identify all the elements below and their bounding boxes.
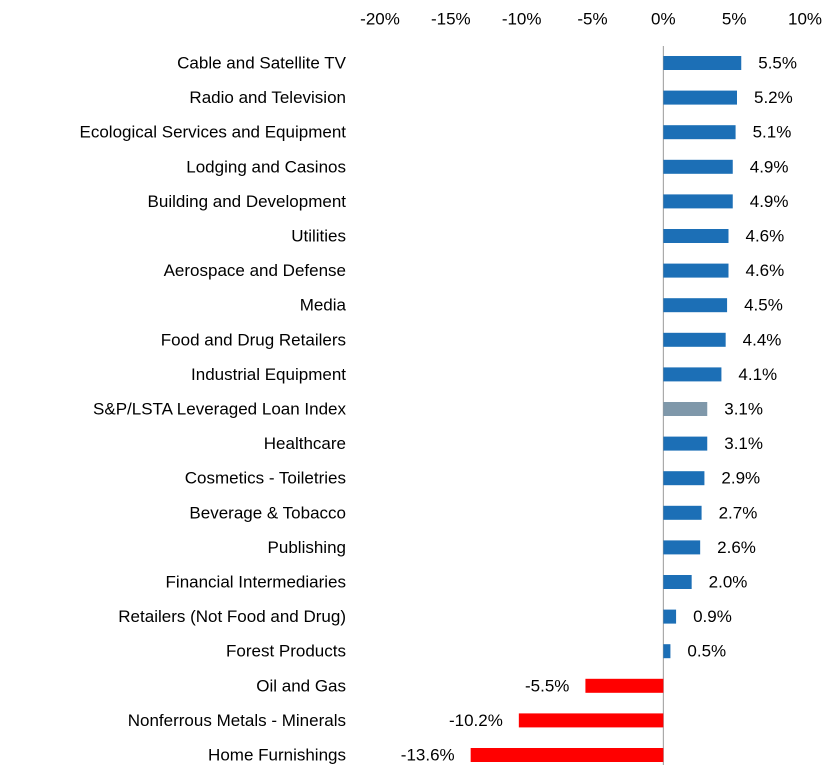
value-label: 3.1% [724, 399, 763, 418]
x-tick-label: 5% [722, 9, 747, 28]
bar [663, 436, 708, 451]
value-label: 5.1% [753, 123, 792, 142]
x-tick-label: -5% [577, 9, 607, 28]
category-label: Industrial Equipment [191, 365, 346, 384]
category-label: Publishing [268, 538, 346, 557]
value-label: 4.4% [743, 330, 782, 349]
bar [663, 471, 705, 486]
value-label: 4.6% [746, 261, 785, 280]
value-label: 0.9% [693, 607, 732, 626]
category-label: Ecological Services and Equipment [80, 123, 347, 142]
bar [663, 159, 733, 174]
category-label: Forest Products [226, 642, 346, 661]
category-label: Cable and Satellite TV [177, 53, 347, 72]
value-label: 5.5% [758, 53, 797, 72]
bar [663, 609, 677, 624]
category-label: Cosmetics - Toiletries [185, 469, 346, 488]
value-label: 5.2% [754, 88, 793, 107]
value-label: 2.9% [721, 469, 760, 488]
x-tick-label: 10% [788, 9, 822, 28]
bar [663, 125, 736, 140]
value-label: 4.5% [744, 296, 783, 315]
bar [663, 402, 708, 416]
category-label: Radio and Television [189, 88, 346, 107]
bar [663, 229, 729, 243]
bar [663, 90, 737, 105]
bar [470, 748, 664, 762]
category-label: S&P/LSTA Leveraged Loan Index [93, 399, 346, 418]
category-label: Home Furnishings [208, 745, 346, 764]
category-label: Utilities [291, 226, 346, 245]
value-label: 4.9% [750, 192, 789, 211]
bar [663, 644, 671, 659]
x-tick-label: 0% [651, 9, 676, 28]
category-label: Lodging and Casinos [186, 157, 346, 176]
bar [663, 332, 726, 347]
category-label: Healthcare [264, 434, 346, 453]
value-label: 0.5% [687, 642, 726, 661]
bar [585, 678, 664, 693]
category-label: Aerospace and Defense [164, 261, 346, 280]
x-tick-label: -15% [431, 9, 471, 28]
bar [663, 263, 729, 278]
category-label: Media [300, 296, 347, 315]
bar [663, 540, 701, 555]
category-label: Beverage & Tobacco [189, 503, 346, 522]
value-label: -5.5% [525, 676, 569, 695]
value-label: 2.6% [717, 538, 756, 557]
bar [518, 713, 664, 728]
value-label: 2.0% [709, 572, 748, 591]
category-label: Food and Drug Retailers [161, 330, 346, 349]
bar [663, 194, 733, 209]
bar [663, 505, 702, 520]
value-label: 4.1% [738, 365, 777, 384]
value-label: -13.6% [401, 745, 455, 764]
category-label: Financial Intermediaries [166, 572, 346, 591]
bar [663, 298, 728, 313]
value-label: 3.1% [724, 434, 763, 453]
bar [663, 575, 692, 589]
x-tick-label: -20% [360, 9, 400, 28]
bar [663, 367, 722, 382]
value-label: 2.7% [719, 503, 758, 522]
value-label: -10.2% [449, 711, 503, 730]
bar [663, 56, 742, 70]
category-label: Nonferrous Metals - Minerals [128, 711, 346, 730]
x-tick-label: -10% [502, 9, 542, 28]
category-label: Building and Development [148, 192, 347, 211]
category-label: Retailers (Not Food and Drug) [118, 607, 346, 626]
value-label: 4.6% [746, 226, 785, 245]
category-label: Oil and Gas [256, 676, 346, 695]
value-label: 4.9% [750, 157, 789, 176]
